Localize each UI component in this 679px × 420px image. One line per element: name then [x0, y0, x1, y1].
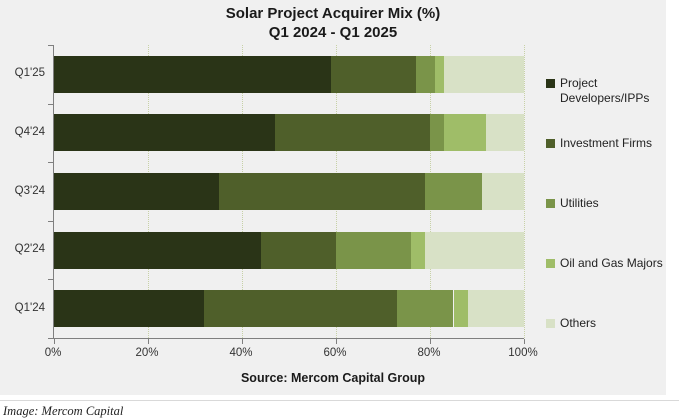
- bar-segment-utilities: [425, 173, 482, 210]
- legend-item-others: Others: [546, 316, 666, 331]
- bar-row-q3-24: [54, 173, 524, 210]
- legend-item-utilities: Utilities: [546, 196, 666, 211]
- x-axis-tick: [430, 339, 431, 344]
- y-axis-tick: [48, 220, 53, 222]
- x-axis-tick: [148, 339, 149, 344]
- legend-marker-icon: [546, 259, 555, 268]
- bar-segment-utilities: [397, 290, 454, 328]
- y-axis-label: Q1'24: [14, 301, 45, 314]
- chart-title-line1: Solar Project Acquirer Mix (%): [225, 5, 441, 22]
- x-axis-label: 60%: [323, 347, 347, 359]
- y-axis-label: Q3'24: [14, 184, 45, 197]
- legend-label: Others: [560, 316, 597, 330]
- x-axis-label: 0%: [44, 347, 62, 359]
- y-axis-tick: [48, 279, 53, 281]
- y-axis-tick: [48, 162, 53, 164]
- bar-segment-others: [444, 55, 524, 93]
- y-axis-tick: [48, 103, 53, 105]
- x-axis-label: 80%: [417, 347, 441, 359]
- bar-segment-others: [486, 114, 524, 152]
- bar-segment-investment-firms: [218, 173, 426, 210]
- chart-title-line2: Q1 2024 - Q1 2025: [268, 24, 398, 41]
- bar-segment-oil-and-gas-majors: [411, 231, 426, 269]
- x-axis-label: 20%: [135, 347, 159, 359]
- bar-row-q1-25: [54, 55, 524, 93]
- bar-row-q4-24: [54, 114, 524, 152]
- bar-segment-project-developers-ipps: [54, 114, 275, 152]
- bar-row-q2-24: [54, 231, 524, 269]
- legend-marker-icon: [546, 139, 555, 148]
- bar-segment-project-developers-ipps: [54, 231, 261, 269]
- y-axis-tick: [48, 45, 53, 46]
- plot-area: [48, 45, 525, 344]
- bar-segment-oil-and-gas-majors: [434, 55, 445, 93]
- legend-marker-icon: [546, 199, 555, 208]
- x-axis-label: 40%: [229, 347, 253, 359]
- y-axis-tick: [48, 338, 53, 339]
- gridline: [524, 45, 525, 338]
- bar-segment-others: [467, 290, 524, 328]
- bar-segment-utilities: [336, 231, 412, 269]
- image-caption: Image: Mercom Capital: [3, 404, 124, 418]
- x-axis-tick: [242, 339, 243, 344]
- bar-segment-project-developers-ipps: [54, 173, 219, 210]
- x-axis-tick: [54, 339, 55, 344]
- bar-segment-oil-and-gas-majors: [444, 114, 487, 152]
- chart-area: Solar Project Acquirer Mix (%) Q1 2024 -…: [0, 0, 666, 395]
- y-axis-label: Q4'24: [14, 125, 45, 138]
- legend-marker-icon: [546, 319, 555, 328]
- legend-label: Investment Firms: [560, 136, 653, 150]
- x-axis-label: 100%: [508, 347, 538, 359]
- bar-segment-investment-firms: [204, 290, 398, 328]
- y-axis-label: Q1'25: [14, 67, 45, 80]
- bar-segment-utilities: [430, 114, 445, 152]
- bar-segment-oil-and-gas-majors: [453, 290, 468, 328]
- bar-segment-project-developers-ipps: [54, 290, 205, 328]
- bar-segment-utilities: [415, 55, 435, 93]
- y-axis-label: Q2'24: [14, 243, 45, 256]
- bar-segment-others: [425, 231, 524, 269]
- bar-segment-project-developers-ipps: [54, 55, 332, 93]
- bar-segment-investment-firms: [274, 114, 430, 152]
- x-axis-tick: [336, 339, 337, 344]
- legend-item-oil-and-gas-majors: Oil and Gas Majors: [546, 256, 666, 271]
- legend-label: Oil and Gas Majors: [560, 256, 663, 270]
- bar-row-q1-24: [54, 290, 524, 328]
- chart-title: Solar Project Acquirer Mix (%) Q1 2024 -…: [0, 4, 666, 42]
- bar-segment-investment-firms: [331, 55, 416, 93]
- legend-label: Project Developers/IPPs: [560, 76, 650, 105]
- legend-label: Utilities: [560, 196, 599, 210]
- legend-item-investment-firms: Investment Firms: [546, 136, 666, 151]
- divider-line: [0, 400, 679, 401]
- bar-segment-investment-firms: [260, 231, 336, 269]
- x-axis-tick: [524, 339, 525, 344]
- source-text: Source: Mercom Capital Group: [240, 371, 426, 385]
- bar-segment-others: [481, 173, 524, 210]
- legend-marker-icon: [546, 79, 555, 88]
- legend-item-project-developers-ipps: Project Developers/IPPs: [546, 76, 666, 106]
